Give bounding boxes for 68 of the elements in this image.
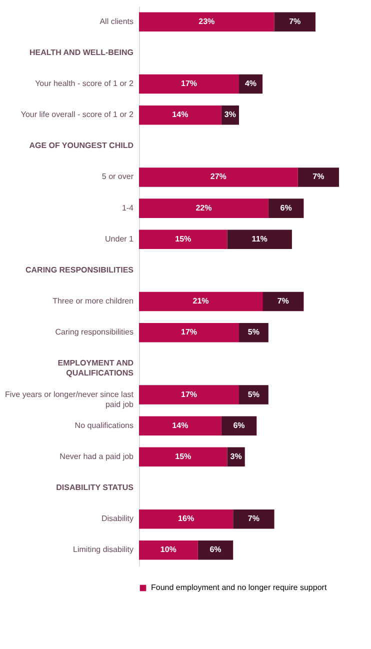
bar — [139, 292, 263, 312]
bar — [268, 198, 304, 218]
y-tick-label: Caring responsibilities — [55, 328, 134, 337]
y-tick-label: 1-4 — [122, 203, 134, 212]
bar — [298, 168, 339, 187]
y-tick-label: EMPLOYMENT AND QUALIFICATIONS — [58, 358, 134, 378]
data-label: 10% — [160, 545, 176, 554]
data-label: 7% — [312, 172, 324, 182]
y-tick-label: Your health - score of 1 or 2 — [35, 79, 134, 88]
data-label: 6% — [210, 545, 222, 554]
bar — [139, 540, 198, 560]
y-tick-label: Your life overall - score of 1 or 2 — [20, 110, 134, 120]
data-label: 15% — [175, 234, 192, 244]
bar — [139, 12, 274, 32]
y-tick-label: AGE OF YOUNGEST CHILD — [29, 141, 134, 150]
bar — [139, 168, 298, 187]
data-label: 17% — [180, 79, 198, 88]
data-label: 27% — [210, 172, 226, 182]
y-tick-label: DISABILITY STATUS — [56, 483, 134, 492]
data-label: 6% — [280, 203, 292, 212]
bar — [227, 230, 292, 250]
data-label: 21% — [192, 296, 209, 306]
bar — [274, 12, 316, 32]
bar — [139, 322, 239, 342]
bar — [139, 509, 234, 529]
bar — [139, 230, 228, 250]
bar — [139, 105, 222, 125]
bar — [198, 540, 234, 560]
data-label: 15% — [175, 452, 192, 461]
y-tick-label: Never had a paid job — [60, 452, 134, 461]
data-label: 17% — [180, 390, 198, 399]
data-label: 11% — [252, 234, 268, 244]
bar — [139, 74, 239, 94]
y-tick-label: CARING RESPONSIBILITIES — [25, 265, 134, 274]
bar — [139, 198, 268, 218]
data-label: 17% — [180, 328, 198, 337]
data-label: 22% — [196, 203, 212, 212]
data-label: 3% — [224, 110, 236, 120]
data-label: 3% — [230, 452, 242, 461]
data-label: 14% — [172, 110, 188, 120]
y-tick-label: 5 or over — [102, 172, 134, 182]
data-label: 4% — [244, 79, 257, 88]
y-tick-label: Disability — [101, 514, 134, 524]
bar — [139, 447, 228, 467]
bar — [239, 385, 268, 404]
y-tick-label: Limiting disability — [73, 545, 134, 554]
y-tick-label: Five years or longer/never since last paid job — [5, 390, 134, 409]
y-tick-label: Three or more children — [52, 296, 134, 306]
legend-label: Found employment and no longer require support — [151, 583, 328, 592]
data-label: 6% — [233, 420, 245, 430]
y-tick-label: All clients — [100, 16, 134, 26]
bar — [233, 509, 274, 529]
bar — [139, 416, 222, 436]
data-label: 23% — [198, 16, 215, 26]
y-tick-label: Under 1 — [105, 234, 134, 244]
y-tick-label: No qualifications — [74, 420, 134, 430]
bar — [239, 322, 268, 342]
bar — [221, 416, 257, 436]
bar — [139, 385, 239, 404]
data-label: 7% — [277, 296, 289, 306]
y-tick-label: HEALTH AND WELL-BEING — [30, 48, 134, 57]
data-label: 7% — [248, 514, 260, 524]
data-label: 5% — [248, 390, 260, 399]
bar — [262, 292, 304, 312]
data-label: 16% — [178, 514, 194, 524]
data-label: 14% — [172, 420, 188, 430]
data-label: 5% — [248, 328, 260, 337]
data-label: 7% — [289, 16, 301, 26]
